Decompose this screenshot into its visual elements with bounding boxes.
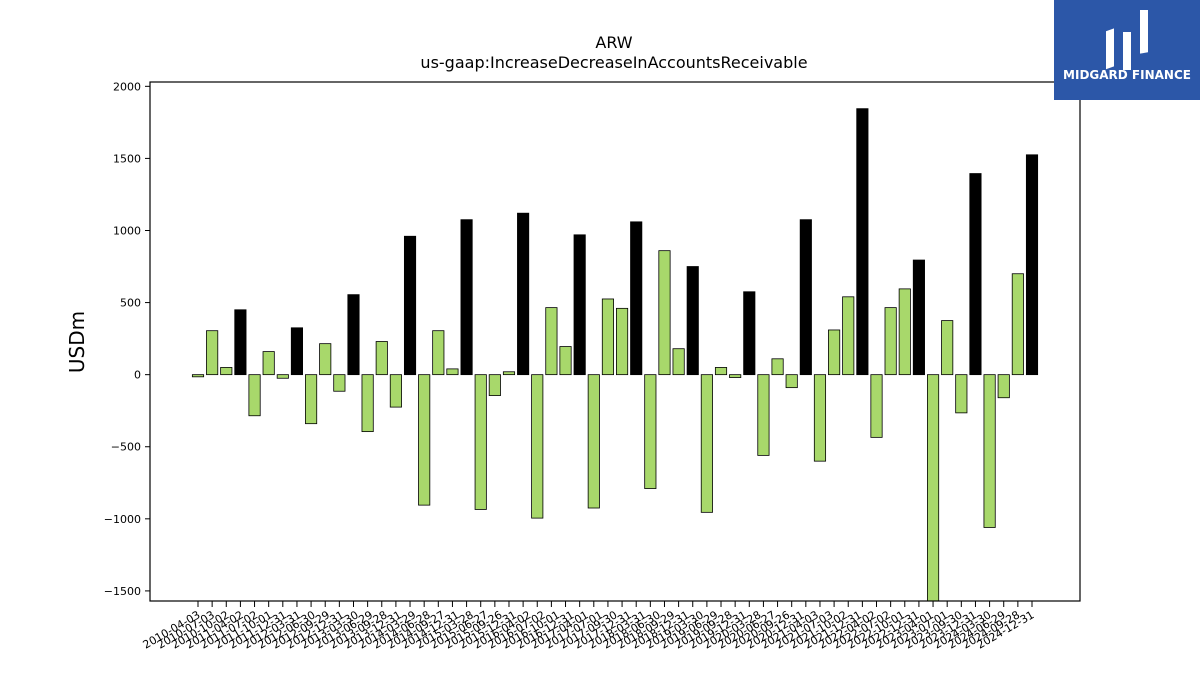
bar-2015-09-26 [502,371,516,376]
bar-2021-07-03 [828,329,841,376]
bar-2023-12-31 [969,173,982,376]
bar-2012-12-31 [347,294,360,376]
chart-subtitle: us-gaap:IncreaseDecreaseInAccountsReceiv… [420,53,807,72]
bar-2017-09-30 [616,307,629,376]
y-tick-label: 1000 [113,224,141,237]
y-tick-label: −1500 [104,585,141,598]
bar-2015-12-31 [517,212,530,376]
logo-text: MIDGARD FINANCE [1063,68,1191,82]
y-tick-label: 2000 [113,80,141,93]
bar-2023-09-30 [955,374,968,414]
bar-2018-09-29 [672,348,685,376]
bar-2012-03-31 [305,374,318,425]
chart-title: ARW [595,33,632,52]
bar-2021-10-02 [842,296,855,376]
x-axis: 2010-04-032010-07-032010-10-022011-04-02… [141,601,1037,652]
bar-2022-04-02 [870,374,883,438]
bar-2015-06-27 [488,374,501,396]
bar-2024-03-30 [983,374,996,528]
bar-2016-04-02 [531,374,544,519]
bar-2010-04-03 [191,374,205,378]
bar-2013-06-29 [375,341,388,376]
bar-2017-04-01 [587,374,600,509]
bar-2016-12-31 [573,234,586,376]
bar-2022-07-02 [884,307,897,376]
bar-2024-09-28 [1011,273,1024,376]
bar-2016-07-02 [545,307,558,376]
bar-2010-12-31 [234,309,247,376]
bar-2010-07-03 [206,330,219,376]
y-tick-label: 1500 [113,152,141,165]
bar-2013-12-31 [403,235,417,376]
bar-2020-06-27 [771,358,784,376]
bar-2011-04-02 [248,374,261,417]
bar-2016-10-01 [559,346,572,376]
y-tick-label: 0 [134,369,141,382]
bar-2021-12-31 [856,108,869,376]
bar-2011-12-31 [290,327,304,376]
bar-2019-12-31 [743,291,756,376]
bar-2021-04-03 [813,374,827,462]
y-axis: −1500 −1000 −500 0 500 1000 1500 2000 [104,80,150,598]
bar-2019-03-30 [700,374,713,513]
bar-2012-06-30 [319,343,332,376]
y-axis-label: USDm [65,311,89,373]
bar-2024-12-31 [1025,154,1039,376]
bar-2013-03-30 [361,374,374,433]
bar-2018-12-31 [686,266,699,376]
bar-2010-10-02 [220,367,233,376]
bar-2018-06-30 [658,250,671,376]
bar-2011-10-01 [276,374,289,379]
bar-2023-07-01 [941,320,954,376]
bar-2023-04-01 [927,374,940,602]
bar-2012-09-29 [333,374,346,392]
bar-2014-03-29 [418,374,431,506]
bar-2019-09-28 [729,374,742,378]
y-tick-label: −500 [111,441,141,454]
bar-2015-03-28 [474,374,487,510]
bar-2020-12-31 [799,219,812,376]
bar-2013-09-28 [389,374,402,408]
bar-2020-03-28 [757,374,770,456]
brand-logo: MIDGARD FINANCE [1054,0,1200,100]
bar-2022-12-31 [912,259,925,376]
bar-2018-03-31 [644,374,657,489]
bar-2011-07-02 [262,351,275,376]
bar-2017-07-01 [601,298,614,376]
bar-2017-12-31 [630,221,643,376]
midgard-logo-mark-icon [1104,8,1150,74]
plot-frame [149,81,1081,602]
bar-2024-06-29 [997,374,1010,399]
bar-2014-06-28 [432,330,445,376]
bar-2022-10-01 [898,288,911,376]
bar-2020-09-26 [785,374,798,389]
bar-2014-09-27 [446,368,459,376]
bars-group [191,108,1039,602]
y-tick-label: 500 [120,297,141,310]
y-tick-label: −1000 [104,513,141,526]
bar-2014-12-31 [460,219,473,376]
bar-2019-06-29 [714,367,728,376]
